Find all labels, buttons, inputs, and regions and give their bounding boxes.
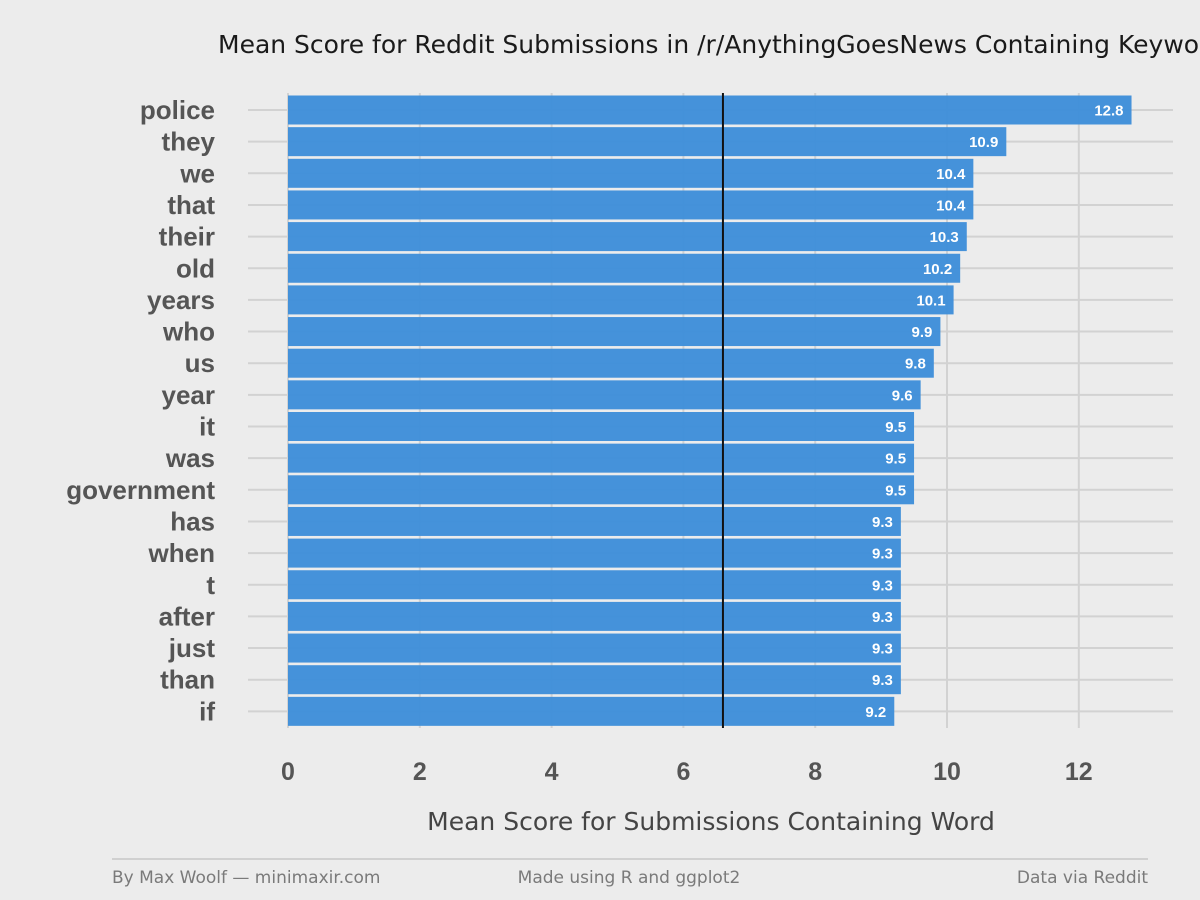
bar — [288, 95, 1132, 125]
category-label: government — [66, 475, 215, 505]
category-labels: policetheywethattheiroldyearswhousyearit… — [66, 95, 215, 726]
x-tick-label: 0 — [281, 758, 295, 786]
bar — [288, 190, 974, 220]
bar — [288, 696, 895, 726]
data-label: 10.2 — [923, 261, 952, 278]
data-label: 12.8 — [1094, 103, 1123, 120]
x-tick-label: 12 — [1065, 758, 1093, 786]
category-label: they — [162, 127, 216, 157]
category-label: when — [148, 538, 215, 568]
category-label: years — [147, 285, 215, 315]
bar — [288, 127, 1007, 157]
bar — [288, 412, 915, 441]
category-label: year — [162, 380, 216, 410]
data-label: 9.3 — [872, 641, 893, 658]
data-label: 9.5 — [885, 419, 906, 436]
x-axis-title: Mean Score for Submissions Containing Wo… — [427, 807, 995, 836]
bar — [288, 538, 901, 568]
x-tick-label: 4 — [545, 758, 559, 786]
footer-source: Data via Reddit — [1017, 868, 1148, 888]
bar — [288, 570, 901, 600]
category-label: police — [140, 95, 215, 125]
x-tick-label: 8 — [808, 758, 822, 786]
category-label: just — [168, 633, 216, 663]
category-label: if — [199, 696, 215, 726]
category-label: old — [176, 253, 215, 283]
bar — [288, 348, 934, 378]
data-label: 9.5 — [885, 451, 906, 468]
data-label: 9.3 — [872, 514, 893, 531]
footer-credit: By Max Woolf — minimaxir.com — [112, 868, 381, 888]
bar — [288, 633, 901, 663]
x-tick-label: 6 — [676, 758, 690, 786]
data-label: 10.4 — [936, 197, 966, 214]
bar — [288, 665, 901, 695]
bar — [288, 506, 901, 536]
chart-title: Mean Score for Reddit Submissions in /r/… — [218, 30, 1200, 59]
category-label: it — [199, 412, 215, 442]
bar — [288, 317, 941, 347]
x-axis-ticks: 0 2 4 6 8 10 12 — [281, 758, 1093, 786]
data-label: 9.5 — [885, 482, 906, 499]
bar — [288, 443, 915, 473]
bar — [288, 253, 961, 283]
bar — [288, 475, 915, 505]
data-label: 9.3 — [872, 577, 893, 594]
data-label: 10.1 — [916, 292, 945, 309]
bars: 12.810.910.410.410.310.210.19.99.89.69.5… — [288, 93, 1132, 728]
category-label: t — [206, 570, 215, 600]
bar — [288, 380, 921, 410]
data-label: 9.3 — [872, 609, 893, 626]
bar — [288, 158, 974, 188]
data-label: 10.4 — [936, 166, 966, 183]
category-label: we — [179, 158, 215, 188]
category-label: us — [185, 348, 215, 378]
data-label: 10.9 — [969, 134, 998, 151]
data-label: 9.9 — [912, 324, 933, 341]
category-label: was — [165, 443, 215, 473]
data-label: 9.2 — [865, 704, 886, 721]
category-label: than — [160, 665, 215, 695]
footer-tools: Made using R and ggplot2 — [518, 868, 741, 888]
bar — [288, 222, 967, 252]
category-label: after — [159, 601, 215, 631]
data-label: 9.3 — [872, 546, 893, 563]
bar — [288, 285, 954, 315]
bar — [288, 601, 901, 631]
data-label: 10.3 — [930, 229, 959, 246]
category-label: has — [170, 506, 215, 536]
data-label: 9.8 — [905, 356, 926, 373]
data-label: 9.3 — [872, 672, 893, 689]
category-label: their — [159, 222, 215, 252]
category-label: who — [162, 317, 215, 347]
x-tick-label: 2 — [413, 758, 427, 786]
data-label: 9.6 — [892, 387, 913, 404]
category-label: that — [167, 190, 215, 220]
grid-lines — [248, 93, 1173, 728]
x-tick-label: 10 — [933, 758, 961, 786]
